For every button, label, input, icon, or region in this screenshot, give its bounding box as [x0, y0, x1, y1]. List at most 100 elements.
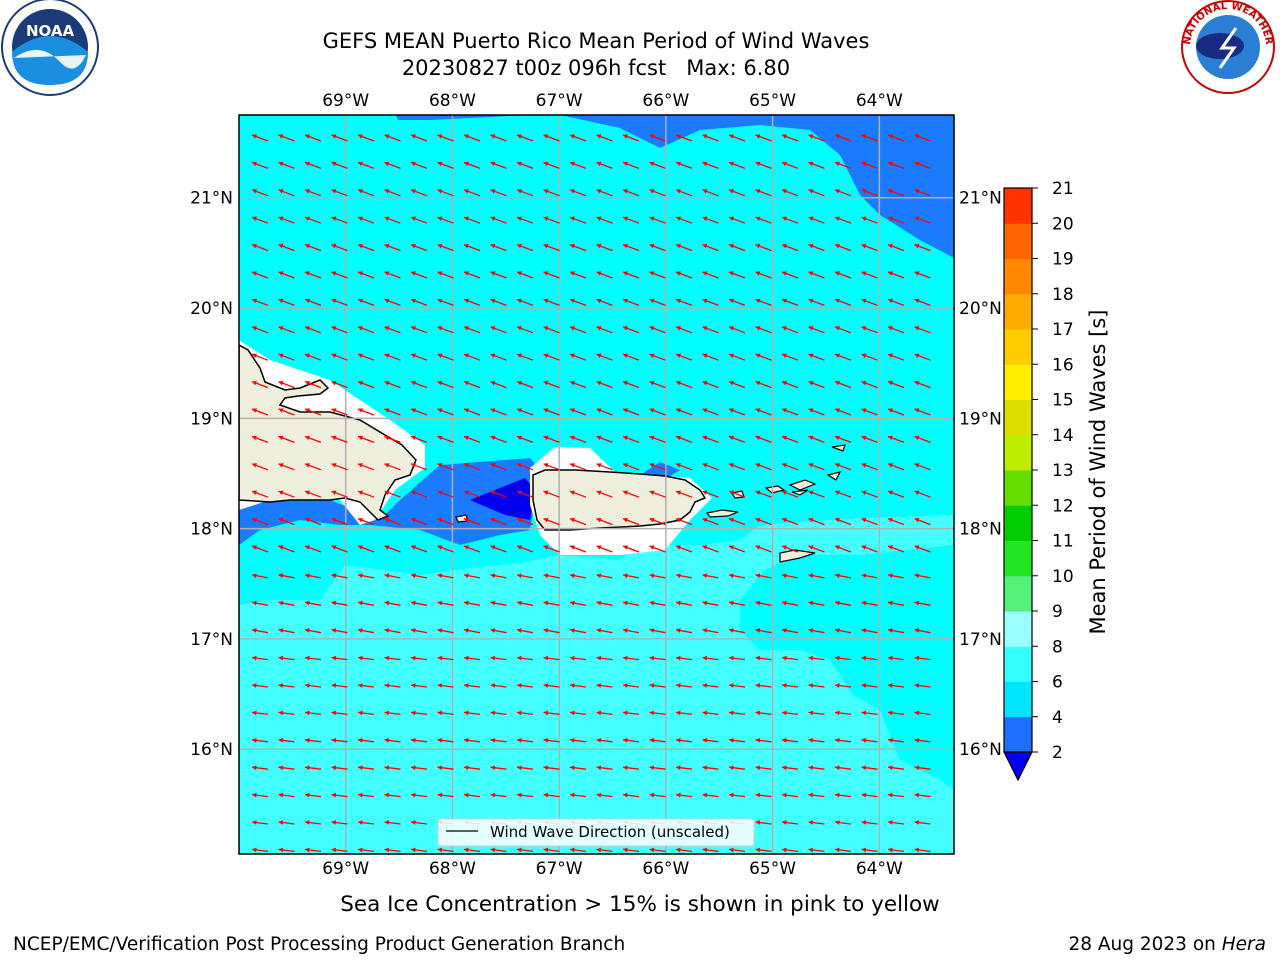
wind-arrow — [808, 134, 825, 142]
wind-arrow — [675, 655, 693, 661]
wind-arrow — [649, 134, 666, 142]
wind-arrow — [887, 435, 905, 444]
wind-arrow — [543, 573, 560, 579]
wind-arrow — [251, 380, 269, 389]
land-puerto-rico — [532, 469, 707, 531]
wind-arrow — [357, 600, 375, 606]
wind-arrow — [781, 600, 799, 606]
wind-arrow — [437, 765, 454, 771]
wind-arrow — [569, 628, 587, 634]
wind-arrow — [410, 847, 428, 853]
wind-arrow — [437, 189, 454, 197]
wind-arrow — [861, 792, 878, 798]
wind-arrow — [384, 435, 401, 444]
wind-arrow — [728, 408, 746, 416]
wind-arrow — [410, 271, 428, 279]
wind-arrow — [384, 737, 401, 743]
wind-arrow — [649, 435, 666, 444]
wind-arrow — [702, 765, 719, 771]
wind-arrow — [437, 517, 454, 526]
wind-arrow — [410, 573, 428, 579]
wind-arrow — [808, 216, 825, 224]
contour-2-4s-north — [396, 115, 530, 120]
x-tick-label-bottom: 64°W — [856, 859, 903, 879]
wind-arrow — [702, 490, 719, 498]
wind-arrow — [490, 408, 507, 416]
wind-arrow — [781, 134, 799, 142]
wind-arrow — [516, 243, 534, 252]
wind-arrow — [410, 353, 428, 361]
wind-arrow — [304, 380, 322, 389]
wind-arrow — [543, 298, 560, 307]
wind-arrow — [914, 243, 931, 252]
colorbar-tick-label: 9 — [1052, 602, 1063, 622]
wind-arrow — [622, 463, 640, 471]
wind-arrow — [437, 628, 454, 634]
wind-arrow — [596, 517, 613, 526]
wind-arrow — [304, 490, 322, 498]
wind-arrow — [675, 271, 693, 279]
wind-arrow — [649, 408, 666, 416]
wind-arrow — [304, 683, 322, 688]
wind-arrow — [914, 792, 931, 798]
wind-arrow — [596, 161, 613, 170]
wind-arrow — [861, 243, 878, 252]
wind-arrow — [410, 326, 428, 334]
wind-arrow — [437, 271, 454, 279]
wind-arrow — [914, 353, 931, 361]
wind-arrow — [702, 435, 719, 444]
wind-arrow — [278, 271, 295, 279]
wind-arrow — [702, 216, 719, 224]
wind-arrow — [278, 463, 295, 471]
wind-arrow — [755, 792, 772, 798]
wind-arrow — [463, 710, 481, 716]
wind-arrow — [490, 573, 507, 579]
wind-arrow — [516, 326, 534, 334]
wind-arrow — [410, 463, 428, 471]
wind-arrow — [304, 545, 322, 553]
wind-arrow — [516, 683, 534, 688]
wind-arrow — [278, 408, 295, 416]
wind-arrow — [596, 490, 613, 498]
wind-arrow — [278, 737, 295, 743]
x-tick-label-top: 64°W — [856, 91, 903, 111]
wind-arrow — [808, 435, 825, 444]
wind-arrow — [569, 655, 587, 661]
wind-arrow — [437, 463, 454, 471]
wind-arrow — [755, 326, 772, 334]
wind-arrow — [569, 161, 587, 170]
wind-arrow — [755, 463, 772, 471]
wind-arrow — [410, 161, 428, 170]
colorbar-tick-label: 14 — [1052, 426, 1074, 446]
wind-arrow — [887, 463, 905, 471]
wind-arrow — [331, 545, 348, 553]
x-tick-label-top: 67°W — [536, 91, 583, 111]
wind-arrow — [463, 600, 481, 606]
wind-arrow — [278, 847, 295, 853]
land-virgin-islands — [764, 444, 846, 496]
wind-arrow — [490, 463, 507, 471]
wind-arrow — [887, 847, 905, 853]
wind-arrow — [463, 737, 481, 743]
wind-arrow — [914, 326, 931, 334]
wind-arrow — [357, 737, 375, 743]
wind-arrow — [649, 737, 666, 743]
wind-arrow — [622, 655, 640, 661]
wind-arrow — [887, 545, 905, 553]
wind-arrow — [543, 792, 560, 798]
wind-arrow — [543, 380, 560, 389]
wind-arrow — [437, 683, 454, 688]
colorbar-tick-label: 19 — [1052, 250, 1074, 270]
colorbar-extend-arrow — [1003, 751, 1033, 782]
land-vieques — [705, 509, 739, 518]
wind-arrow — [781, 353, 799, 361]
wind-arrow — [808, 380, 825, 389]
wind-arrow — [834, 765, 852, 771]
wind-arrow — [622, 243, 640, 252]
noaa-logo: NOAA — [1, 0, 99, 96]
wind-arrow — [596, 463, 613, 471]
wind-arrow — [834, 161, 852, 170]
wind-arrow — [490, 298, 507, 307]
wind-arrow — [304, 134, 322, 142]
